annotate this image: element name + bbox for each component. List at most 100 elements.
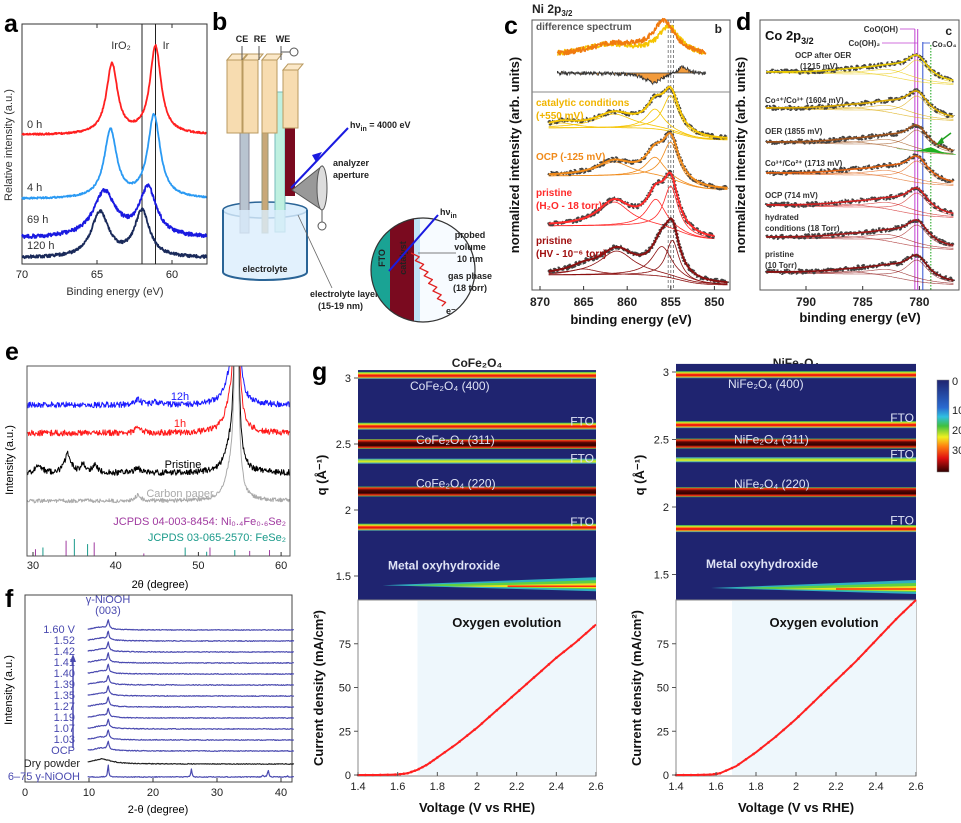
analyzer-label: analyzer	[333, 158, 370, 168]
diffraction-band	[676, 421, 916, 429]
trace-label: 1.41	[54, 657, 75, 669]
ref-label-coh2: Co(OH)₂	[848, 39, 880, 48]
x-axis-label: Voltage (V vs RHE)	[419, 800, 535, 815]
panel-g-cofe2o4: CoFe₂O₄ CoFe₂O₄ (400) FTO CoFe₂O₄ (311) FTO C…	[311, 356, 604, 815]
panel-label-f: f	[5, 585, 14, 613]
reflection-label: NiFe₂O₄ (220)	[734, 477, 810, 491]
trace-label: 69 h	[27, 214, 48, 226]
y-tick-label: 75	[339, 639, 351, 651]
trace-label: 1.60 V	[43, 624, 75, 636]
data-point	[517, 689, 521, 692]
reflection-label: FTO	[890, 447, 914, 461]
electrode-label: CE	[236, 34, 249, 44]
fit-component	[766, 160, 954, 184]
probed-volume-label: probed	[455, 230, 486, 240]
trace-condition: (+550 mV)	[536, 111, 584, 122]
colorbar-tick-label: 0	[952, 376, 958, 388]
data-point	[812, 700, 815, 704]
x-tick-label: 20	[147, 787, 159, 799]
data-point	[510, 695, 514, 699]
trace-label: OCP after OER	[795, 51, 852, 60]
x-tick-label: 870	[530, 295, 550, 309]
x-tick-label: 1.8	[430, 781, 445, 793]
panel-label-a: a	[4, 10, 19, 38]
y-axis-label: Current density (mA/cm²)	[629, 610, 644, 766]
ref-label-cooh: CoO(OH)	[864, 25, 899, 34]
x-tick-label: 1.8	[748, 781, 763, 793]
data-point	[894, 617, 898, 621]
x-tick-label: 50	[192, 560, 204, 572]
trace-condition: (10 Torr)	[765, 261, 797, 270]
x-tick-label: 30	[27, 560, 39, 572]
arrow-head-icon	[312, 152, 322, 162]
data-point	[682, 773, 685, 777]
data-point	[424, 763, 428, 767]
reflection-label: NiFe₂O₄ (400)	[728, 377, 804, 391]
x-tick-label: 30	[211, 787, 223, 799]
x-axis-label: Binding energy (eV)	[66, 286, 163, 298]
reflection-label: NiFe₂O₄ (311)	[734, 433, 809, 447]
data-points	[764, 88, 955, 119]
panel-e-xrd: 12h 1h Pristine Carbon paper JCPDS 04-003-84…	[4, 365, 291, 591]
trace-label: OCP	[51, 745, 75, 757]
trace-label: 1.52	[54, 635, 75, 647]
reflection-label: CoFe₂O₄ (400)	[410, 379, 490, 393]
trace-label: OCP (-125 mV)	[536, 152, 605, 163]
fit-component	[548, 113, 728, 140]
electrolyte-layer-label: (15-19 nm)	[318, 301, 363, 311]
trace-8	[87, 707, 294, 719]
data-point	[696, 773, 700, 777]
data-point	[525, 682, 528, 686]
beam-sub: in	[361, 126, 367, 133]
data-point	[428, 761, 432, 765]
corner-label: b	[715, 22, 722, 36]
reference-label: JCPDS 04-003-8454: Ni₀.₄Fe₀.₆Se₂	[113, 516, 286, 528]
reflection-label: FTO	[570, 415, 594, 429]
data-point	[379, 773, 382, 777]
beam-label: hν	[350, 120, 361, 130]
electrolyte-label: electrolyte	[242, 264, 287, 274]
data-point	[804, 708, 808, 711]
gas-phase-label: gas phase	[448, 271, 492, 281]
clamp-block-top	[281, 63, 305, 71]
trace-label: Co⁴⁺/Co³⁺ (1604 mV)	[765, 96, 844, 105]
panel-label-d: d	[736, 8, 751, 36]
y-axis-label: Intensity (a.u.)	[3, 655, 15, 725]
fit-envelope	[548, 132, 728, 189]
fit-component	[766, 172, 954, 186]
data-point	[555, 656, 558, 660]
y-tick-label: 2	[345, 505, 351, 517]
trace-label: 120 h	[27, 240, 55, 252]
panel-b-cell-diagram: CE RE WE electrolyte hνin = 4000 eV analyzer a…	[222, 34, 492, 323]
trace-3	[27, 366, 290, 504]
electrolyte-film	[414, 218, 420, 322]
data-point	[712, 772, 716, 776]
diffraction-band	[358, 439, 596, 449]
electrode-label: WE	[276, 34, 291, 44]
data-point	[569, 644, 573, 648]
x-tick-label: 1.6	[708, 781, 723, 793]
trace-label: Dry powder	[24, 758, 81, 770]
peak-annotation: γ-NiOOH	[86, 594, 131, 606]
data-point	[364, 773, 367, 777]
panel-c-ni-2p: Ni 2p3/2 b difference spectrum catalytic co…	[507, 2, 731, 327]
trace-0	[27, 366, 290, 409]
x-tick-label: 65	[91, 269, 103, 281]
trace-label: hydrated	[765, 213, 799, 222]
x-ray-beam-inset	[388, 214, 439, 272]
fit-envelope	[548, 217, 728, 284]
fit-envelope	[766, 187, 954, 215]
trace-3	[21, 207, 208, 260]
trace-label: 1.42	[54, 646, 75, 658]
data-point	[371, 773, 375, 777]
fit-component	[548, 268, 728, 286]
y-axis-label: Current density (mA/cm²)	[311, 610, 326, 766]
trace-1	[87, 630, 295, 642]
ref-label-co3o4: Co₃O₄	[932, 40, 957, 49]
data-point	[689, 773, 693, 777]
data-point	[540, 669, 543, 673]
y-tick-label: 2.5	[654, 435, 669, 447]
trace-label: OCP (714 mV)	[765, 191, 818, 200]
data-point	[857, 657, 860, 660]
